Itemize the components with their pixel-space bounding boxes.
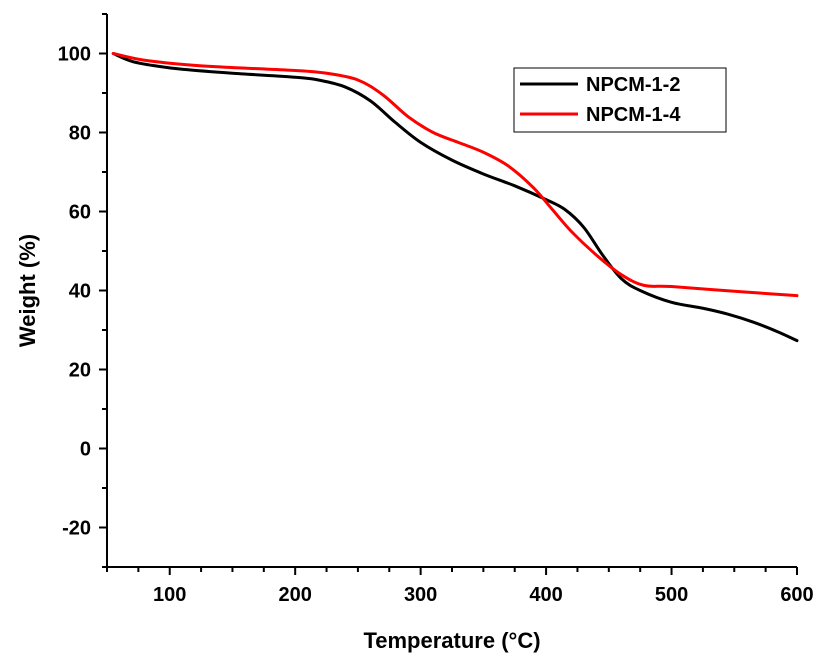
y-tick-label: 20	[69, 360, 91, 382]
y-axis-title: Weight (%)	[15, 234, 40, 347]
series-line-npcm-1-4	[111, 52, 799, 298]
x-tick-label: 400	[529, 584, 562, 606]
y-tick-label: 40	[69, 281, 91, 303]
legend: NPCM-1-2 NPCM-1-4	[513, 67, 727, 133]
legend-label-npcm-1-4: NPCM-1-4	[586, 104, 681, 126]
y-tick-label: -20	[62, 518, 91, 540]
tick-labels: 100 200 300 400 500 600 -20 0 20 40 60 80 100	[58, 44, 814, 607]
y-tick-label: 0	[80, 439, 91, 461]
y-tick-label: 80	[69, 123, 91, 145]
x-axis-title: Temperature (°C)	[363, 628, 540, 653]
tick-marks	[99, 13, 798, 575]
series-layer	[111, 52, 799, 343]
y-tick-label: 60	[69, 202, 91, 224]
x-tick-label: 200	[278, 584, 311, 606]
x-tick-label: 100	[153, 584, 186, 606]
legend-frame	[513, 67, 727, 133]
x-tick-label: 600	[780, 584, 813, 606]
series-line-npcm-1-2	[111, 52, 799, 343]
legend-label-npcm-1-2: NPCM-1-2	[586, 74, 680, 96]
x-tick-label: 300	[404, 584, 437, 606]
y-tick-label: 100	[58, 44, 91, 66]
x-tick-label: 500	[655, 584, 688, 606]
